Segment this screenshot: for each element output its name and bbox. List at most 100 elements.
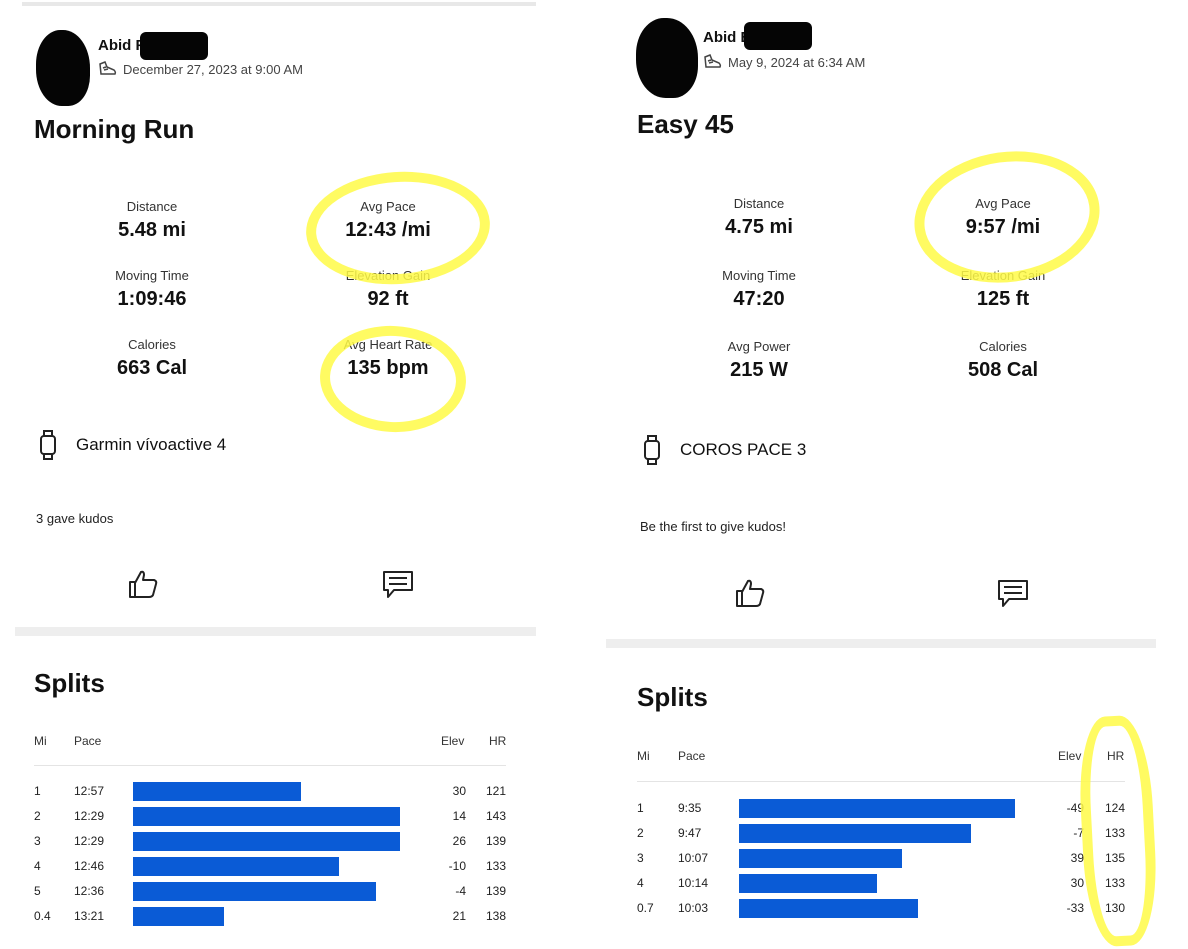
split-pace: 10:03 (678, 901, 709, 915)
thumbs-up-icon[interactable] (734, 577, 766, 609)
stat-label: Distance (126, 199, 178, 214)
device-row[interactable]: Garmin vívoactive 4 (38, 430, 226, 460)
header-hr: HR (489, 734, 507, 748)
stat-label: Calories (979, 339, 1027, 354)
stat-value: 135 bpm (347, 357, 429, 379)
stat-moving-time: Moving Time 47:20 (659, 268, 859, 311)
section-divider (606, 639, 1156, 648)
split-mi: 4 (637, 876, 644, 890)
stat-elevation-gain: Elevation Gain 92 ft (288, 268, 488, 311)
stat-label: Calories (128, 337, 176, 352)
split-mi: 4 (34, 859, 41, 873)
table-row: 4 10:14 30 133 (637, 871, 1125, 896)
split-elev: -7 (1073, 826, 1084, 840)
watch-icon (40, 430, 56, 460)
splits-title: Splits (637, 682, 708, 712)
split-pace-bar (133, 857, 339, 876)
header-hr: HR (1107, 749, 1125, 763)
stat-label: Elevation Gain (345, 268, 431, 283)
kudos-text[interactable]: Be the first to give kudos! (640, 519, 786, 534)
device-name: Garmin vívoactive 4 (76, 435, 227, 454)
table-row: 2 9:47 -7 133 (637, 821, 1125, 846)
stat-label: Distance (733, 196, 785, 211)
stat-distance: Distance 4.75 mi (659, 196, 859, 239)
split-elev: -4 (455, 884, 466, 898)
stat-value: 9:57 /mi (965, 216, 1041, 238)
split-hr: 121 (485, 784, 506, 798)
split-hr: 124 (1104, 801, 1125, 815)
header-pace: Pace (74, 734, 102, 748)
date-text: December 27, 2023 at 9:00 AM (123, 61, 303, 77)
activity-title: Easy 45 (637, 109, 734, 139)
stat-avg-pace: Avg Pace 12:43 /mi (288, 199, 488, 242)
section-divider (15, 627, 536, 636)
avatar[interactable] (36, 30, 90, 106)
split-elev: 30 (1070, 876, 1084, 890)
stat-distance: Distance 5.48 mi (52, 199, 252, 242)
table-row: 0.7 10:03 -33 130 (637, 896, 1125, 921)
table-row: 3 12:29 26 139 (34, 829, 506, 854)
split-pace: 12:46 (74, 859, 105, 873)
redaction (140, 32, 208, 60)
stat-value: 5.48 mi (118, 219, 186, 241)
stat-value: 1:09:46 (117, 288, 187, 310)
stat-label: Moving Time (115, 268, 189, 283)
stat-elevation-gain: Elevation Gain 125 ft (903, 268, 1103, 311)
athlete-name[interactable]: Abid F (98, 37, 145, 54)
avatar[interactable] (636, 18, 698, 98)
stat-value: 215 W (730, 359, 788, 381)
split-mi: 1 (34, 784, 41, 798)
table-row: 2 12:29 14 143 (34, 804, 506, 829)
splits-title: Splits (34, 668, 105, 698)
kudos-text[interactable]: 3 gave kudos (36, 511, 114, 526)
split-pace: 13:21 (74, 909, 105, 923)
stat-avg-pace: Avg Pace 9:57 /mi (903, 196, 1103, 239)
split-mi: 0.4 (34, 909, 51, 923)
stat-value: 12:43 /mi (345, 219, 431, 241)
thumbs-up-icon[interactable] (127, 568, 159, 600)
split-elev: 14 (452, 809, 466, 823)
split-hr: 130 (1104, 901, 1125, 915)
split-elev: -10 (448, 859, 466, 873)
split-pace: 9:47 (678, 826, 702, 840)
stat-label: Avg Pace (360, 199, 416, 214)
split-pace-bar (739, 824, 971, 843)
table-row: 5 12:36 -4 139 (34, 879, 506, 904)
split-pace-bar (739, 849, 902, 868)
table-row: 1 12:57 30 121 (34, 779, 506, 804)
table-row: 3 10:07 39 135 (637, 846, 1125, 871)
header-pace: Pace (678, 749, 706, 763)
split-pace-bar (739, 899, 918, 918)
split-elev: -49 (1066, 801, 1084, 815)
redaction (744, 22, 812, 50)
comment-icon[interactable] (382, 570, 414, 600)
stat-value: 92 ft (367, 288, 409, 310)
header-separator (637, 781, 1125, 782)
split-mi: 3 (637, 851, 644, 865)
split-elev: 30 (452, 784, 466, 798)
table-row: 4 12:46 -10 133 (34, 854, 506, 879)
activity-date: December 27, 2023 at 9:00 AM (98, 61, 303, 77)
table-row: 1 9:35 -49 124 (637, 796, 1125, 821)
activity-date: May 9, 2024 at 6:34 AM (703, 54, 865, 70)
split-pace-bar (739, 874, 877, 893)
stat-value: 508 Cal (967, 359, 1039, 381)
comment-icon[interactable] (997, 579, 1029, 609)
split-elev: 26 (452, 834, 466, 848)
split-pace: 12:29 (74, 809, 105, 823)
watch-icon (644, 435, 660, 465)
split-mi: 3 (34, 834, 41, 848)
split-hr: 133 (485, 859, 506, 873)
athlete-name[interactable]: Abid E (703, 29, 751, 46)
top-divider (22, 2, 536, 6)
split-elev: 21 (452, 909, 466, 923)
stat-label: Moving Time (722, 268, 796, 283)
device-row[interactable]: COROS PACE 3 (642, 435, 806, 465)
split-hr: 133 (1104, 876, 1125, 890)
stat-value: 125 ft (976, 288, 1030, 310)
stat-avg-heart-rate: Avg Heart Rate 135 bpm (288, 337, 488, 380)
stat-label: Elevation Gain (960, 268, 1046, 283)
splits-table: 1 12:57 30 121 2 12:29 14 143 3 12:29 26 139 4 12:46 -… (34, 779, 506, 929)
split-pace: 12:57 (74, 784, 105, 798)
split-pace-bar (133, 807, 400, 826)
